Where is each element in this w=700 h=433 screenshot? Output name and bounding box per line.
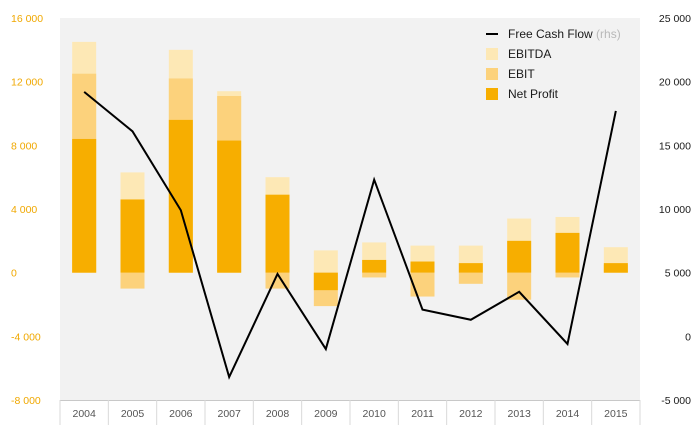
x-tick-label: 2005 — [121, 408, 145, 420]
bar-net-profit-2004 — [72, 138, 97, 273]
bar-ebit-2012 — [458, 272, 483, 284]
y-left-tick-label: -8 000 — [11, 395, 41, 407]
legend-note: (rhs) — [593, 27, 621, 41]
bar-net-profit-2005 — [120, 199, 145, 273]
x-tick-label: 2015 — [604, 408, 628, 420]
plot-background — [60, 18, 640, 400]
y-left-tick-label: 8 000 — [11, 140, 37, 152]
x-tick-label: 2011 — [411, 408, 434, 420]
y-right-tick-label: 10 000 — [659, 204, 691, 216]
bar-net-profit-2011 — [410, 261, 435, 273]
legend-item-ebitda: EBITDA — [486, 47, 551, 61]
line-layer — [83, 91, 617, 380]
legend-swatch — [486, 88, 498, 100]
line-free-cash-flow — [83, 91, 617, 380]
bar-net-profit-2008 — [265, 194, 290, 273]
bar-net-profit-2007 — [217, 140, 242, 273]
y-right-tick-label: 15 000 — [659, 140, 691, 152]
y-right-tick-label: 20 000 — [659, 77, 691, 89]
bar-ebitda-2009 — [313, 250, 338, 273]
x-tick-label: 2004 — [72, 408, 96, 420]
y-left-tick-label: 0 — [11, 268, 17, 280]
legend-label: EBITDA — [508, 47, 551, 61]
bar-ebit-2011 — [410, 272, 435, 297]
bar-ebit-2005 — [120, 272, 145, 289]
legend-swatch — [486, 48, 498, 60]
y-left-tick-label: 16 000 — [11, 13, 43, 25]
x-tick-label: 2013 — [507, 408, 531, 420]
bar-net-profit-2013 — [507, 240, 532, 273]
y-right-tick-label: -5 000 — [661, 395, 691, 407]
y-right-tick-label: 5 000 — [665, 268, 691, 280]
x-tick-label: 2014 — [556, 408, 580, 420]
legend-item-ebit: EBIT — [486, 67, 535, 81]
bar-ebit-2013 — [507, 272, 532, 300]
x-tick-label: 2008 — [266, 408, 290, 420]
legend-label: Net Profit — [508, 87, 559, 101]
y-axis-left: 16 000 12 000 8 000 4 000 0 -4 000 -8 000 — [11, 13, 43, 407]
x-tick-label: 2010 — [362, 408, 386, 420]
x-tick-label: 2007 — [217, 408, 241, 420]
bar-net-profit-2010 — [362, 259, 387, 273]
legend-label: Free Cash Flow (rhs) — [508, 27, 621, 41]
legend-swatch — [486, 68, 498, 80]
legend-item-net-profit: Net Profit — [486, 87, 559, 101]
bar-ebit-2014 — [555, 272, 580, 278]
legend: Free Cash Flow (rhs) EBITDA EBIT Net Profit — [486, 27, 621, 101]
legend-item-free-cash-flow: Free Cash Flow (rhs) — [486, 27, 621, 41]
x-tick-label: 2009 — [314, 408, 338, 420]
bar-net-profit-2014 — [555, 232, 580, 273]
y-left-tick-label: 12 000 — [11, 77, 43, 89]
bar-net-profit-2015 — [603, 263, 628, 273]
x-tick-label: 2006 — [169, 408, 193, 420]
bar-net-profit-2009 — [313, 272, 338, 291]
bar-ebit-2010 — [362, 272, 387, 278]
y-left-tick-label: -4 000 — [11, 331, 41, 343]
y-left-tick-label: 4 000 — [11, 204, 37, 216]
bar-net-profit-2012 — [458, 263, 483, 273]
y-right-tick-label: 0 — [685, 331, 691, 343]
x-axis: 2004 2005 2006 2007 2008 2009 2010 2011 2012 2013… — [59, 400, 641, 425]
bars-layer — [72, 41, 628, 307]
legend-label: EBIT — [508, 67, 535, 81]
y-right-tick-label: 25 000 — [659, 13, 691, 25]
y-axis-right: 25 000 20 000 15 000 10 000 5 000 0 -5 000 — [659, 13, 691, 407]
x-tick-label: 2012 — [459, 408, 483, 420]
